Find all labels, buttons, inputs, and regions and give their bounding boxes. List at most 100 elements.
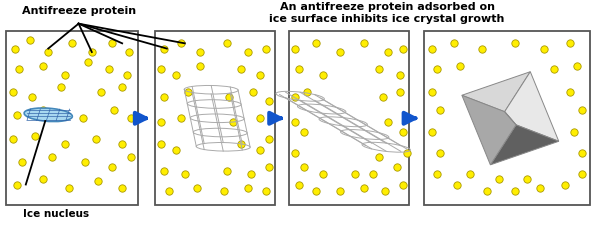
Point [61, 142, 70, 146]
Point [264, 137, 274, 141]
Point [569, 130, 578, 134]
Point [28, 95, 37, 99]
Point [566, 41, 575, 45]
Text: Antifreeze protein: Antifreeze protein [22, 6, 136, 16]
Point [12, 183, 22, 187]
Point [196, 64, 205, 68]
Polygon shape [505, 72, 559, 141]
Point [8, 137, 17, 141]
Point [38, 64, 48, 68]
Polygon shape [490, 125, 559, 165]
Point [83, 61, 92, 64]
Point [290, 47, 300, 51]
Point [246, 172, 256, 176]
Point [318, 73, 328, 77]
Point [511, 41, 520, 45]
Point [122, 73, 132, 77]
Bar [6, 31, 138, 205]
Point [25, 38, 35, 42]
Point [236, 67, 246, 71]
Point [536, 186, 545, 190]
Point [395, 73, 404, 77]
Point [395, 90, 404, 94]
Point [378, 95, 388, 99]
Point [427, 130, 437, 134]
Point [67, 41, 77, 45]
Point [244, 50, 253, 54]
Point [335, 50, 344, 54]
Point [222, 41, 232, 45]
Point [104, 67, 114, 71]
Point [290, 151, 300, 155]
Point [290, 95, 300, 99]
Point [43, 50, 53, 54]
Point [220, 189, 229, 193]
Point [374, 155, 384, 159]
Point [107, 41, 116, 45]
Point [78, 116, 88, 120]
Point [539, 47, 548, 51]
Point [96, 90, 106, 94]
Point [302, 90, 312, 94]
Point [172, 73, 181, 77]
Point [432, 67, 442, 71]
Point [494, 177, 503, 181]
Point [184, 90, 193, 94]
Bar [155, 31, 275, 205]
Point [17, 160, 26, 164]
Point [236, 142, 246, 146]
Point [109, 108, 119, 112]
Point [176, 41, 186, 45]
Point [118, 85, 127, 89]
Point [156, 120, 166, 124]
Point [94, 179, 103, 183]
Point [228, 120, 238, 124]
Point [8, 90, 17, 94]
Point [56, 85, 66, 89]
Point [294, 67, 304, 71]
Point [427, 47, 437, 51]
Polygon shape [462, 95, 516, 165]
Point [176, 116, 186, 120]
Point [264, 165, 274, 169]
Point [224, 95, 234, 99]
Point [38, 177, 48, 181]
Point [368, 172, 378, 176]
Point [124, 50, 134, 54]
Point [577, 172, 587, 176]
Point [359, 41, 368, 45]
Point [180, 172, 190, 176]
Point [164, 189, 174, 193]
Polygon shape [462, 72, 530, 112]
Point [256, 73, 265, 77]
Point [452, 183, 462, 187]
Point [299, 165, 308, 169]
Point [262, 47, 271, 51]
Point [359, 186, 368, 190]
Point [192, 186, 202, 190]
Point [256, 148, 265, 152]
Point [522, 177, 532, 181]
Point [449, 41, 458, 45]
Point [256, 116, 265, 120]
Point [160, 95, 169, 99]
Point [549, 67, 559, 71]
Point [436, 108, 445, 112]
Point [482, 189, 492, 193]
Point [350, 172, 360, 176]
Point [156, 142, 166, 146]
Point [477, 47, 487, 51]
Point [10, 47, 20, 51]
Ellipse shape [24, 108, 73, 122]
Point [30, 134, 40, 138]
Point [560, 183, 570, 187]
Point [299, 130, 308, 134]
Point [432, 172, 442, 176]
Point [118, 142, 127, 146]
Point [335, 189, 344, 193]
Point [577, 108, 587, 112]
Point [374, 67, 384, 71]
Point [466, 172, 475, 176]
Point [127, 116, 136, 120]
Point [311, 189, 320, 193]
